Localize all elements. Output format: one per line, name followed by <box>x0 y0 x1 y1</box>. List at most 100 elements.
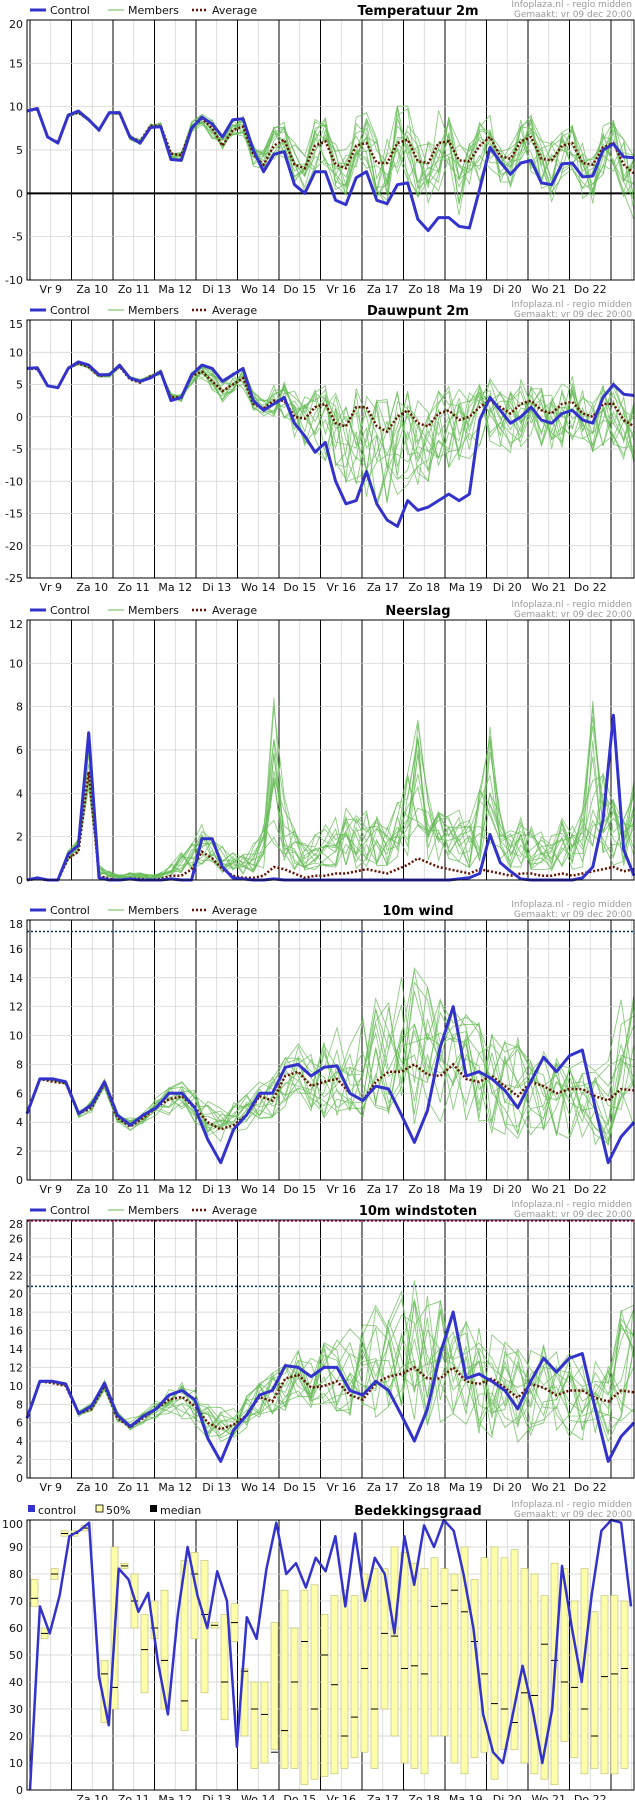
y-tick-label: 0 <box>16 1174 23 1187</box>
y-tick-label: 5 <box>16 144 23 157</box>
cloud-band-bar <box>270 1622 279 1750</box>
y-tick-label: 50 <box>9 1649 23 1662</box>
cloud-band-bar <box>340 1589 349 1769</box>
y-tick-label: 16 <box>9 943 23 956</box>
x-tick-label: Za 17 <box>367 1183 399 1196</box>
x-tick-label: Di 13 <box>202 1793 231 1800</box>
y-tick-label: 6 <box>16 1087 23 1100</box>
legend-control-label: Control <box>50 304 90 317</box>
cloud-band-bar <box>320 1614 329 1777</box>
x-tick-label: Ma 12 <box>158 1481 192 1494</box>
cloud-band-bar <box>540 1595 549 1780</box>
y-tick-label: 2 <box>16 1145 23 1158</box>
x-tick-label: Do 22 <box>574 1183 607 1196</box>
y-tick-label: 16 <box>9 1325 23 1338</box>
control-line <box>25 1005 635 1165</box>
x-tick-label: Di 20 <box>493 1183 522 1196</box>
cloud-band-bar <box>160 1589 169 1710</box>
panel-5: 0 10 20 30 40 50 60 70 80 90 100 Za 10 Zo 11 Ma 12 Di … <box>2 1500 635 1800</box>
x-tick-label: Zo 11 <box>118 283 150 296</box>
x-tick-label: Vr 9 <box>39 1481 62 1494</box>
x-tick-label: Ma 12 <box>158 581 192 594</box>
y-tick-label: 0 <box>16 187 23 200</box>
y-tick-label: 30 <box>9 1703 23 1716</box>
y-tick-label: 4 <box>16 1116 23 1129</box>
cloud-band-bar <box>450 1573 459 1764</box>
y-tick-label: 20 <box>9 1288 23 1301</box>
y-tick-label: 0 <box>16 1784 23 1797</box>
y-tick-label: 80 <box>9 1568 23 1581</box>
cloud-band-bar <box>310 1584 319 1780</box>
x-tick-label: Di 20 <box>493 581 522 594</box>
cloud-band-bar <box>140 1614 149 1694</box>
cloud-band-bar <box>620 1600 629 1769</box>
x-tick-label: Za 10 <box>76 1183 108 1196</box>
credit-source: Infoplaza.nl - regio midden <box>511 900 632 910</box>
y-tick-label: -5 <box>12 231 23 244</box>
member-line <box>26 1008 635 1143</box>
x-tick-label: Ma 19 <box>449 283 483 296</box>
member-line <box>26 1301 635 1434</box>
x-tick-label: Wo 14 <box>241 581 275 594</box>
y-tick-label: 26 <box>9 1232 23 1245</box>
cloud-band-bar <box>360 1573 369 1753</box>
x-tick-label: Zo 11 <box>118 1481 150 1494</box>
x-tick-label: Vr 16 <box>326 283 356 296</box>
plot-frame <box>26 1219 635 1479</box>
legend-band-label: 50% <box>106 1504 130 1517</box>
cloud-band-bar <box>530 1573 539 1775</box>
y-tick-label: 10 <box>9 346 23 359</box>
legend-band-swatch <box>95 1504 104 1513</box>
y-tick-label: 10 <box>9 1757 23 1770</box>
legend-members-label: Members <box>128 4 179 17</box>
legend-control-label: Control <box>50 904 90 917</box>
legend-average-label: Average <box>212 904 257 917</box>
legend-average-label: Average <box>212 4 257 17</box>
y-tick-label: 12 <box>9 1001 23 1014</box>
y-tick-label: 100 <box>2 1518 23 1531</box>
y-tick-label: 15 <box>9 318 23 331</box>
panel-2: 0 2 4 6 8 10 12 Control Members Average Neerslag In… <box>9 600 635 887</box>
x-tick-label: Zo 18 <box>408 581 440 594</box>
x-tick-label: Do 15 <box>283 581 316 594</box>
x-tick-label: Di 13 <box>202 1481 231 1494</box>
y-tick-label: 14 <box>9 972 23 985</box>
cloud-band-bar <box>560 1568 569 1742</box>
y-tick-label: -25 <box>5 572 23 585</box>
plot-frame <box>26 19 635 281</box>
credit-source: Infoplaza.nl - regio midden <box>511 1200 632 1210</box>
x-tick-label: Do 22 <box>574 283 607 296</box>
panel-1: -25 -20 -15 -10 -5 0 5 10 15 Vr 9 Za 10 Zo 11 Ma 12 D… <box>5 300 635 594</box>
x-tick-label: Wo 14 <box>241 1481 275 1494</box>
legend-members-label: Members <box>128 1204 179 1217</box>
x-tick-label: Ma 19 <box>449 1793 483 1800</box>
plot-frame <box>26 619 635 881</box>
x-tick-label: Wo 21 <box>532 1793 566 1800</box>
y-tick-label: 90 <box>9 1541 23 1554</box>
panel-3: 0 2 4 6 8 10 12 14 16 18 Vr 9 Za 10 Zo 11 Ma 12 Di 13 W… <box>9 900 635 1196</box>
x-tick-label: Wo 14 <box>241 1793 275 1800</box>
y-tick-label: -10 <box>5 274 23 287</box>
x-tick-label: Do 15 <box>283 1793 316 1800</box>
x-tick-label: Za 17 <box>367 1793 399 1800</box>
y-tick-label: 40 <box>9 1676 23 1689</box>
member-line <box>26 736 635 881</box>
cloud-band-bar <box>480 1557 489 1753</box>
panel-0: -10 -5 0 5 10 15 20 Vr 9 Za 10 Zo 11 Ma 12 Di 13 Wo … <box>5 0 635 296</box>
x-tick-label: Za 10 <box>76 581 108 594</box>
y-tick-label: 8 <box>16 1398 23 1411</box>
credit-source: Infoplaza.nl - regio midden <box>511 300 632 310</box>
x-tick-label: Di 20 <box>493 1793 522 1800</box>
credit-source: Infoplaza.nl - regio midden <box>511 600 632 610</box>
y-tick-label: 2 <box>16 831 23 844</box>
y-tick-label: 6 <box>16 744 23 757</box>
y-tick-label: 4 <box>16 787 23 800</box>
x-tick-label: Do 22 <box>574 1793 607 1800</box>
y-tick-label: -5 <box>12 443 23 456</box>
x-tick-label: Zo 18 <box>408 1481 440 1494</box>
legend-members-label: Members <box>128 904 179 917</box>
y-tick-label: 12 <box>9 1361 23 1374</box>
chart-title: Dauwpunt 2m <box>367 304 469 319</box>
x-tick-label: Vr 16 <box>326 1183 356 1196</box>
